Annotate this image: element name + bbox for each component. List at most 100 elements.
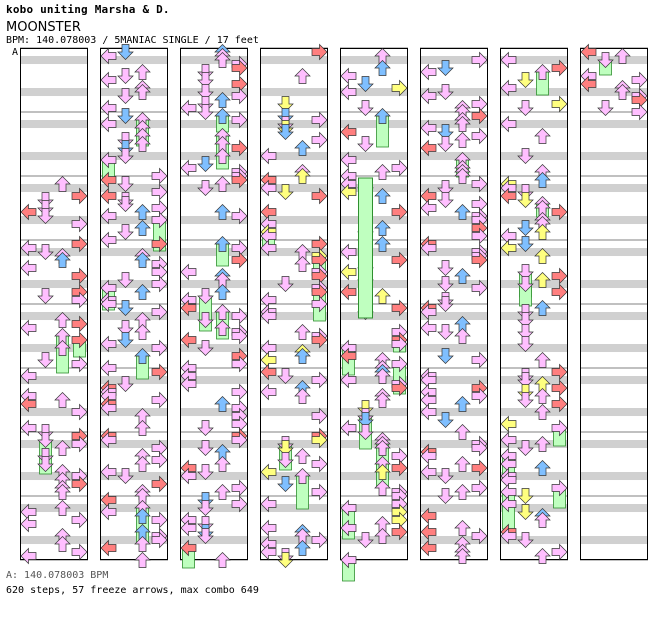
right-arrow-icon [471,227,488,245]
beat-stripe [180,152,248,161]
down-arrow-icon [37,208,54,224]
down-arrow-icon [357,136,374,152]
right-arrow-icon [471,527,488,545]
left-arrow-icon [20,239,37,257]
down-arrow-icon [277,368,294,384]
down-arrow-icon [37,456,54,472]
up-arrow-icon [54,440,71,456]
beat-stripe [580,56,648,65]
beat-stripe [180,504,248,513]
beat-stripe [340,152,408,161]
right-arrow-icon [71,215,88,233]
left-arrow-icon [340,419,357,437]
beat-stripe [420,248,488,257]
beat-stripe [180,280,248,289]
beat-stripe [180,216,248,225]
up-arrow-icon [294,348,311,364]
beat-stripe [420,120,488,129]
up-arrow-icon [214,304,231,320]
beat-stripe [260,120,328,129]
right-arrow-icon [231,431,248,449]
beat-stripe [180,472,248,481]
up-arrow-icon [134,348,151,364]
beat-stripe [500,152,568,161]
down-arrow-icon [197,288,214,304]
right-arrow-icon [631,71,648,89]
column-border [580,48,648,560]
up-arrow-icon [134,536,151,552]
beat-stripe [580,376,648,385]
beat-stripe [100,536,168,545]
down-arrow-icon [517,220,534,236]
up-arrow-icon [454,548,471,564]
chart-info: BPM: 140.078003 / 5MANIAC SINGLE / 17 fe… [6,35,259,46]
down-arrow-icon [197,440,214,456]
right-arrow-icon [231,207,248,225]
down-arrow-icon [277,452,294,468]
beat-stripe [500,536,568,545]
beat-stripe [20,440,88,449]
beat-stripe [580,248,648,257]
beat-stripe [580,504,648,513]
down-arrow-icon [117,88,134,104]
down-arrow-icon [117,176,134,192]
up-arrow-icon [534,512,551,528]
right-arrow-icon [471,439,488,457]
beat-stripe [580,344,648,353]
left-arrow-icon [340,123,357,141]
left-arrow-icon [500,51,517,69]
beat-stripe [260,504,328,513]
right-arrow-icon [391,79,408,97]
right-arrow-icon [471,107,488,125]
right-arrow-icon [311,483,328,501]
beat-stripe [20,344,88,353]
beat-stripe [100,344,168,353]
down-arrow-icon [117,332,134,348]
right-arrow-icon [231,495,248,513]
left-arrow-icon [260,307,277,325]
beat-stripe [340,408,408,417]
left-arrow-icon [340,371,357,389]
up-arrow-icon [454,520,471,536]
beat-stripe [420,536,488,545]
right-arrow-icon [391,355,408,373]
up-arrow-icon [134,456,151,472]
up-arrow-icon [374,288,391,304]
column-border [340,48,408,560]
left-arrow-icon [500,527,517,545]
left-arrow-icon [20,419,37,437]
left-arrow-icon [180,467,197,485]
beat-stripe [20,88,88,97]
left-arrow-icon [100,151,117,169]
beat-stripe [420,184,488,193]
up-arrow-icon [134,324,151,340]
down-arrow-icon [37,432,54,448]
right-arrow-icon [391,159,408,177]
down-arrow-icon [277,440,294,456]
beat-stripe [580,184,648,193]
beat-stripe [100,504,168,513]
left-arrow-icon [420,87,437,105]
chart-column [260,43,328,568]
left-arrow-icon [180,263,197,281]
down-arrow-icon [197,420,214,436]
down-arrow-icon [197,72,214,88]
up-arrow-icon [374,188,391,204]
right-arrow-icon [551,283,568,301]
up-arrow-icon [134,284,151,300]
beat-stripe [500,56,568,65]
beat-stripe [180,56,248,65]
beat-stripe [180,184,248,193]
beat-stripe [260,312,328,321]
up-arrow-icon [294,140,311,156]
beat-stripe [580,120,648,129]
beat-stripe [340,56,408,65]
up-arrow-icon [294,256,311,272]
right-arrow-icon [151,475,168,493]
down-arrow-icon [517,488,534,504]
beat-stripe [500,248,568,257]
beat-stripe [100,472,168,481]
up-arrow-icon [214,284,231,300]
column-border [180,48,248,560]
